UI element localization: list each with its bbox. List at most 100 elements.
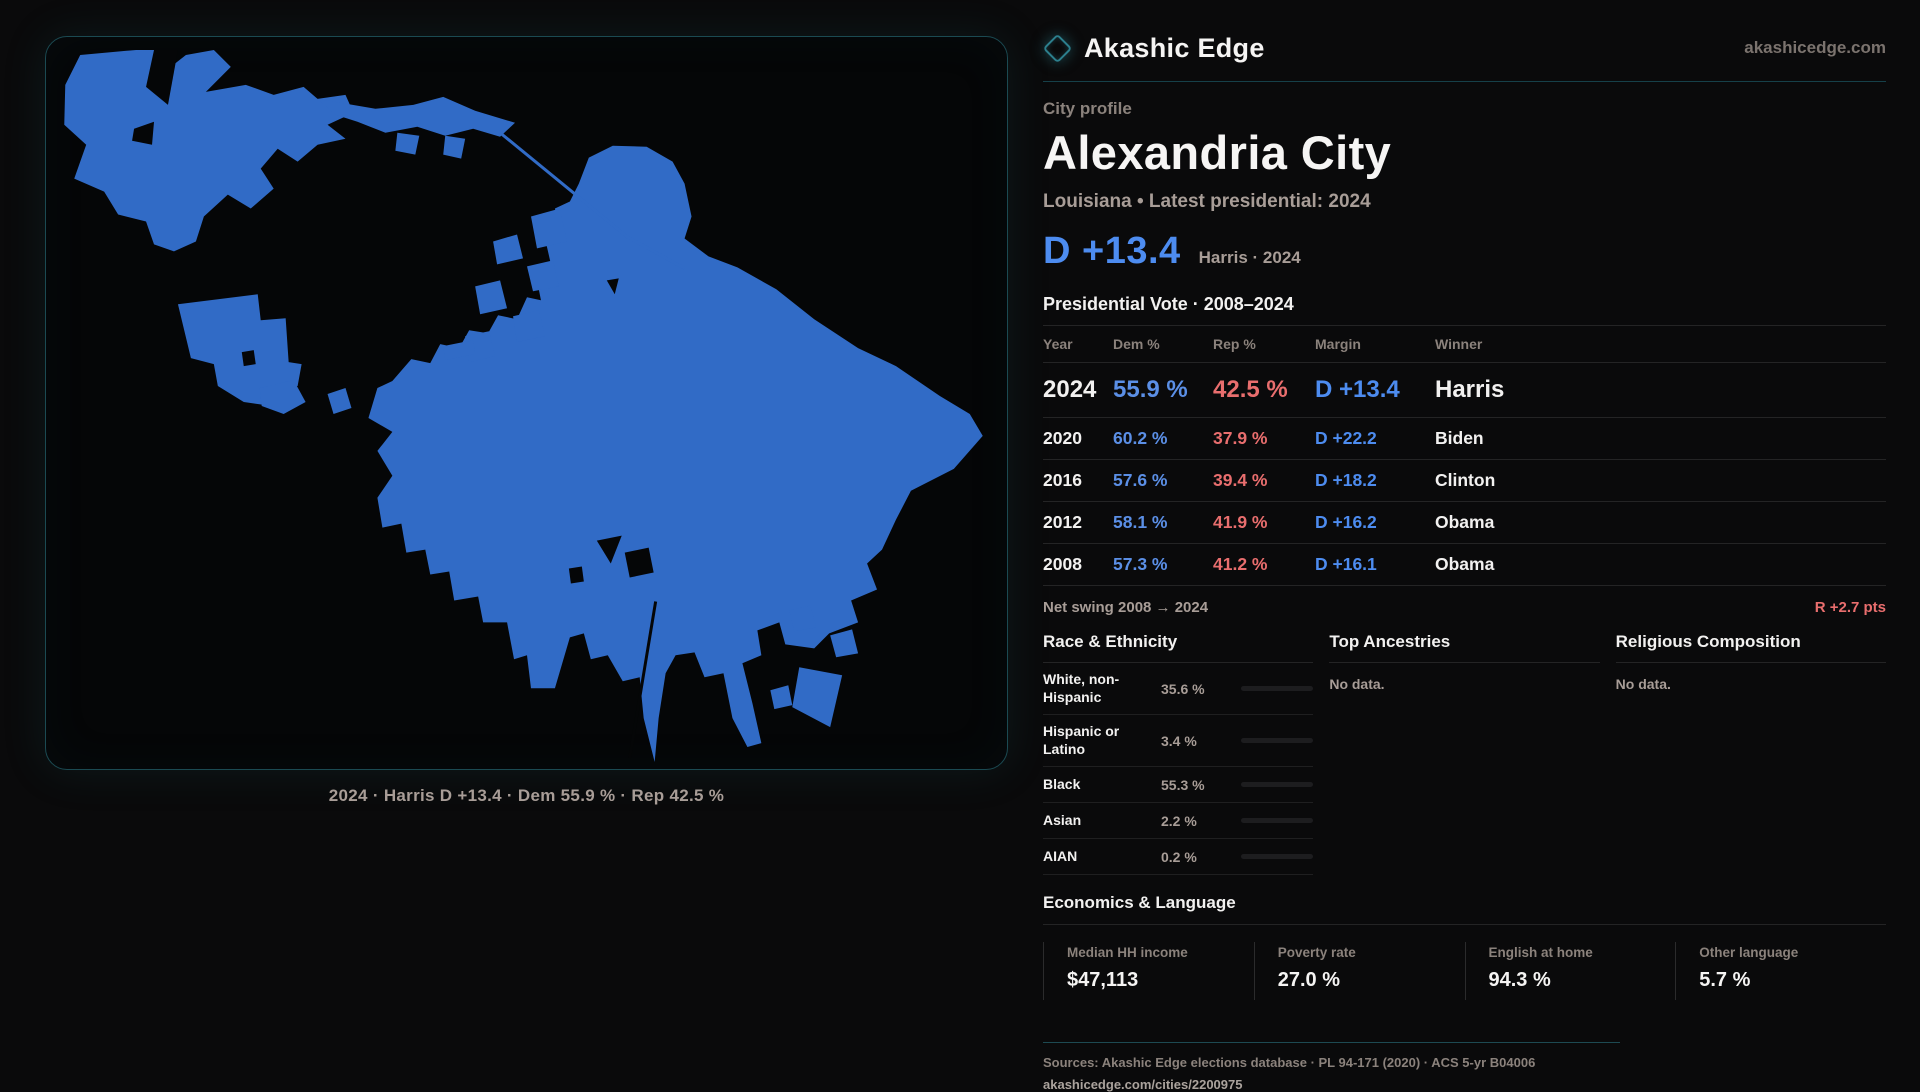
list-item: White, non-Hispanic 35.6 % xyxy=(1043,663,1314,715)
economics-stats: Median HH income $47,113 Poverty rate 27… xyxy=(1043,942,1886,1000)
city-map-panel xyxy=(45,36,1008,770)
table-row: 2020 60.2 % 37.9 % D +22.2 Biden xyxy=(1043,418,1886,460)
race-bar xyxy=(1241,854,1314,859)
brand-diamond-icon xyxy=(1042,33,1073,63)
sources-text: Sources: Akashic Edge elections database… xyxy=(1043,1055,1536,1070)
race-bar xyxy=(1241,686,1314,691)
row-rep: 39.4 % xyxy=(1213,470,1268,490)
table-row: 2012 58.1 % 41.9 % D +16.2 Obama xyxy=(1043,502,1886,544)
stat-label: Poverty rate xyxy=(1277,945,1356,960)
race-label: Hispanic or Latino xyxy=(1043,723,1120,757)
race-bar xyxy=(1241,738,1314,743)
row-rep: 42.5 % xyxy=(1213,376,1288,403)
row-year: 2016 xyxy=(1043,470,1082,490)
row-margin: D +16.2 xyxy=(1315,512,1377,532)
ancestries-empty-state: No data. xyxy=(1329,676,1385,692)
table-row: 2008 57.3 % 41.2 % D +16.1 Obama xyxy=(1043,544,1886,586)
col-year: Year xyxy=(1043,336,1073,352)
latest-margin-headline: D +13.4 Harris · 2024 xyxy=(1043,230,1886,273)
row-dem: 57.6 % xyxy=(1113,470,1168,490)
net-swing-row: Net swing 2008 → 2024 R +2.7 pts xyxy=(1043,586,1886,625)
race-bar xyxy=(1241,818,1314,823)
stat-value: 94.3 % xyxy=(1488,969,1551,991)
race-label: White, non-Hispanic xyxy=(1043,671,1120,705)
row-dem: 55.9 % xyxy=(1113,376,1188,403)
stat-label: Other language xyxy=(1699,945,1799,960)
religion-empty-state: No data. xyxy=(1615,676,1671,692)
race-value: 55.3 % xyxy=(1161,776,1205,793)
list-item: Black 55.3 % xyxy=(1043,767,1314,803)
race-column: Race & Ethnicity White, non-Hispanic 35.… xyxy=(1043,632,1314,875)
row-year: 2020 xyxy=(1043,428,1082,448)
list-item: Hispanic or Latino 3.4 % xyxy=(1043,715,1314,767)
stat-cell: Median HH income $47,113 xyxy=(1043,942,1254,1000)
page-title: Alexandria City xyxy=(1043,126,1392,179)
race-label: AIAN xyxy=(1043,847,1078,864)
stat-value: 27.0 % xyxy=(1277,969,1341,991)
col-dem: Dem % xyxy=(1113,336,1160,352)
religion-column: Religious Composition No data. xyxy=(1615,632,1886,875)
net-swing-value: R +2.7 pts xyxy=(1814,599,1886,616)
net-swing-label: Net swing 2008 → 2024 xyxy=(1043,599,1209,616)
ancestries-column: Top Ancestries No data. xyxy=(1329,632,1600,875)
row-winner: Obama xyxy=(1435,512,1495,532)
page-subtitle: Louisiana • Latest presidential: 2024 xyxy=(1043,191,1371,212)
race-label: Black xyxy=(1043,775,1081,792)
row-year: 2024 xyxy=(1043,376,1097,403)
col-rep: Rep % xyxy=(1213,336,1256,352)
row-margin: D +13.4 xyxy=(1315,376,1400,403)
list-item: AIAN 0.2 % xyxy=(1043,839,1314,875)
demographics-section: Race & Ethnicity White, non-Hispanic 35.… xyxy=(1043,632,1886,875)
row-rep: 37.9 % xyxy=(1213,428,1268,448)
row-dem: 60.2 % xyxy=(1113,428,1168,448)
list-item: Asian 2.2 % xyxy=(1043,803,1314,839)
brand-name: Akashic Edge xyxy=(1084,32,1265,63)
table-row: 2024 55.9 % 42.5 % D +13.4 Harris xyxy=(1043,363,1886,418)
race-bar xyxy=(1241,782,1314,787)
row-margin: D +16.1 xyxy=(1315,554,1377,574)
vote-table-header: Year Dem % Rep % Margin Winner xyxy=(1043,326,1886,363)
row-year: 2008 xyxy=(1043,554,1082,574)
stat-label: English at home xyxy=(1488,945,1593,960)
race-value: 0.2 % xyxy=(1161,848,1197,865)
row-margin: D +18.2 xyxy=(1315,470,1377,490)
header: Akashic Edge akashicedge.com xyxy=(1042,28,1886,68)
brand-domain-link[interactable]: akashicedge.com xyxy=(1744,38,1886,57)
permalink[interactable]: akashicedge.com/cities/2200975 xyxy=(1043,1077,1243,1092)
city-boundary-map xyxy=(64,49,983,763)
col-margin: Margin xyxy=(1315,336,1361,352)
latest-margin-detail: Harris · 2024 xyxy=(1198,248,1301,267)
vote-table-title: Presidential Vote · 2008–2024 xyxy=(1043,294,1886,326)
row-year: 2012 xyxy=(1043,512,1082,532)
latest-margin-value: D +13.4 xyxy=(1043,230,1181,272)
race-title: Race & Ethnicity xyxy=(1043,632,1314,663)
table-row: 2016 57.6 % 39.4 % D +18.2 Clinton xyxy=(1043,460,1886,502)
col-winner: Winner xyxy=(1435,336,1483,352)
brand: Akashic Edge xyxy=(1042,32,1265,64)
row-dem: 57.3 % xyxy=(1113,554,1168,574)
stat-cell: Poverty rate 27.0 % xyxy=(1253,942,1465,1000)
row-winner: Clinton xyxy=(1435,470,1496,490)
stat-value: 5.7 % xyxy=(1699,969,1751,991)
footer: Sources: Akashic Edge elections database… xyxy=(1043,1042,1620,1092)
stat-cell: English at home 94.3 % xyxy=(1464,942,1676,1000)
race-value: 3.4 % xyxy=(1161,732,1197,749)
row-rep: 41.2 % xyxy=(1213,554,1268,574)
row-winner: Obama xyxy=(1435,554,1495,574)
religion-title: Religious Composition xyxy=(1615,632,1886,663)
row-dem: 58.1 % xyxy=(1113,512,1168,532)
page-kicker: City profile xyxy=(1043,99,1132,118)
ancestries-title: Top Ancestries xyxy=(1329,632,1600,663)
row-winner: Biden xyxy=(1435,428,1484,448)
city-profile-panel: Akashic Edge akashicedge.com City profil… xyxy=(1042,28,1886,1092)
stat-label: Median HH income xyxy=(1067,945,1188,960)
header-divider xyxy=(1043,81,1886,82)
map-caption: 2024 · Harris D +13.4 · Dem 55.9 % · Rep… xyxy=(328,786,725,805)
stat-value: $47,113 xyxy=(1067,969,1139,991)
city-map-section: 2024 · Harris D +13.4 · Dem 55.9 % · Rep… xyxy=(45,36,1008,806)
row-rep: 41.9 % xyxy=(1213,512,1268,532)
stat-cell: Other language 5.7 % xyxy=(1675,942,1886,1000)
race-value: 2.2 % xyxy=(1161,812,1197,829)
race-value: 35.6 % xyxy=(1161,680,1205,697)
row-winner: Harris xyxy=(1435,376,1505,403)
